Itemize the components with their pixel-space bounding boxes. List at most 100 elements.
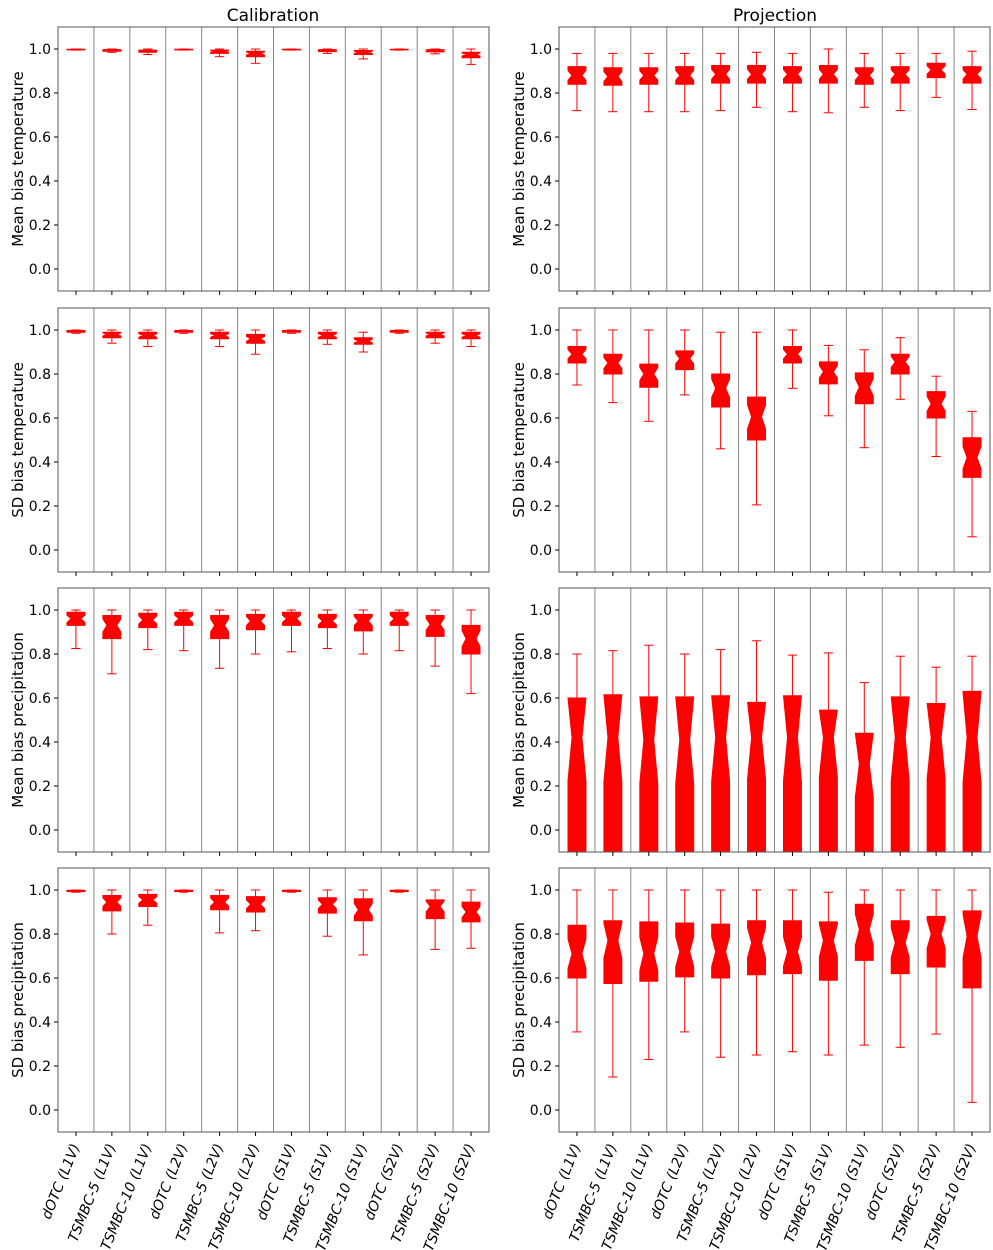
y-axis-label: SD bias precipitation <box>9 922 27 1078</box>
y-tick-label: 0.8 <box>530 367 552 383</box>
notched-box <box>102 895 122 912</box>
y-tick-label: 0.6 <box>530 971 552 987</box>
y-tick-label: 0.0 <box>29 823 51 839</box>
notched-box <box>926 391 946 419</box>
notched-box <box>926 915 946 968</box>
notched-box <box>639 696 659 852</box>
y-tick-label: 0.6 <box>29 411 51 427</box>
y-tick-label: 0.4 <box>530 1015 552 1031</box>
notched-box <box>854 372 874 405</box>
box-marks <box>567 48 982 114</box>
notched-box <box>890 696 910 852</box>
axes-frame <box>57 867 490 1133</box>
notched-box <box>425 615 445 637</box>
notched-box <box>890 353 910 375</box>
y-tick-label: 0.4 <box>29 735 51 751</box>
axes-frame <box>57 26 490 292</box>
notched-box <box>782 920 802 975</box>
y-tick-label: 0.2 <box>29 218 51 234</box>
y-axis-label: Mean bias temperature <box>9 71 27 246</box>
y-tick-label: 1.0 <box>530 323 552 339</box>
y-tick-label: 0.2 <box>29 499 51 515</box>
axes-frame <box>57 307 490 573</box>
y-tick-label: 0.2 <box>29 779 51 795</box>
y-tick-label: 0.0 <box>530 823 552 839</box>
notched-box <box>425 899 445 920</box>
y-tick-label: 0.8 <box>530 86 552 102</box>
y-axis-label: Mean bias temperature <box>510 71 528 246</box>
y-tick-label: 0.4 <box>530 174 552 190</box>
notched-box <box>603 920 623 984</box>
y-tick-label: 1.0 <box>530 42 552 58</box>
notched-box <box>353 613 373 632</box>
notched-box <box>675 350 695 371</box>
y-tick-label: 0.0 <box>29 543 51 559</box>
y-tick-label: 1.0 <box>29 323 51 339</box>
notched-box <box>746 701 767 852</box>
y-axis-label: SD bias precipitation <box>510 922 528 1078</box>
y-tick-label: 1.0 <box>29 42 51 58</box>
y-tick-label: 0.8 <box>29 367 51 383</box>
y-tick-label: 0.8 <box>29 927 51 943</box>
panel-calibration-2: 0.0 0.2 0.4 0.6 0.8 1.0 SD bias temperature <box>9 307 490 576</box>
notched-box <box>854 903 874 961</box>
notched-box <box>102 615 122 640</box>
y-tick-label: 0.6 <box>530 691 552 707</box>
box-marks <box>567 329 982 538</box>
axes-frame <box>558 587 991 853</box>
calibration-column-title: Calibration <box>227 6 320 26</box>
y-tick-label: 0.8 <box>530 927 552 943</box>
y-tick-label: 0.4 <box>530 735 552 751</box>
notched-box <box>711 373 731 408</box>
notched-box <box>603 694 623 852</box>
y-tick-label: 0.2 <box>29 1059 51 1075</box>
y-tick-label: 0.6 <box>530 130 552 146</box>
box-marks <box>66 889 481 956</box>
axes-frame <box>558 307 991 573</box>
box-marks <box>66 329 481 355</box>
y-tick-label: 0.2 <box>530 1059 552 1075</box>
notched-box <box>962 690 982 852</box>
y-tick-label: 0.4 <box>530 455 552 471</box>
notched-box <box>210 615 230 640</box>
y-tick-label: 0.2 <box>530 779 552 795</box>
y-axis-label: SD bias temperature <box>9 362 27 518</box>
y-tick-label: 0.0 <box>530 543 552 559</box>
notched-box <box>747 396 767 441</box>
y-tick-label: 0.8 <box>530 647 552 663</box>
y-tick-label: 1.0 <box>530 883 552 899</box>
box-marks <box>567 640 982 852</box>
y-tick-label: 0.6 <box>29 130 51 146</box>
y-axis-label: Mean bias precipitation <box>510 632 528 808</box>
notched-box <box>711 695 731 852</box>
notched-box <box>747 920 767 976</box>
notched-box <box>567 697 587 852</box>
notched-box <box>603 353 623 375</box>
axes-frame <box>558 26 991 292</box>
notched-box <box>782 695 802 852</box>
notched-box <box>639 921 659 982</box>
y-tick-label: 0.4 <box>29 455 51 471</box>
box-marks <box>567 889 982 1103</box>
y-tick-label: 1.0 <box>29 603 51 619</box>
notched-box <box>818 361 838 385</box>
y-tick-label: 0.0 <box>29 262 51 278</box>
panel-projection-4: 0.00.20.40.60.81.0SD bias precipitationd… <box>510 867 991 1250</box>
notched-box <box>639 363 659 388</box>
y-tick-label: 1.0 <box>530 603 552 619</box>
notched-box <box>567 924 587 979</box>
box-marks <box>66 609 481 695</box>
projection-column-title: Projection <box>733 6 817 26</box>
y-tick-label: 0.4 <box>29 174 51 190</box>
y-tick-label: 0.6 <box>530 411 552 427</box>
panel-calibration-4: 0.00.20.40.60.81.0SD bias precipitationd… <box>9 867 490 1250</box>
y-tick-label: 0.6 <box>29 691 51 707</box>
y-tick-label: 0.2 <box>530 218 552 234</box>
y-tick-label: 0.6 <box>29 971 51 987</box>
y-tick-label: 1.0 <box>29 883 51 899</box>
